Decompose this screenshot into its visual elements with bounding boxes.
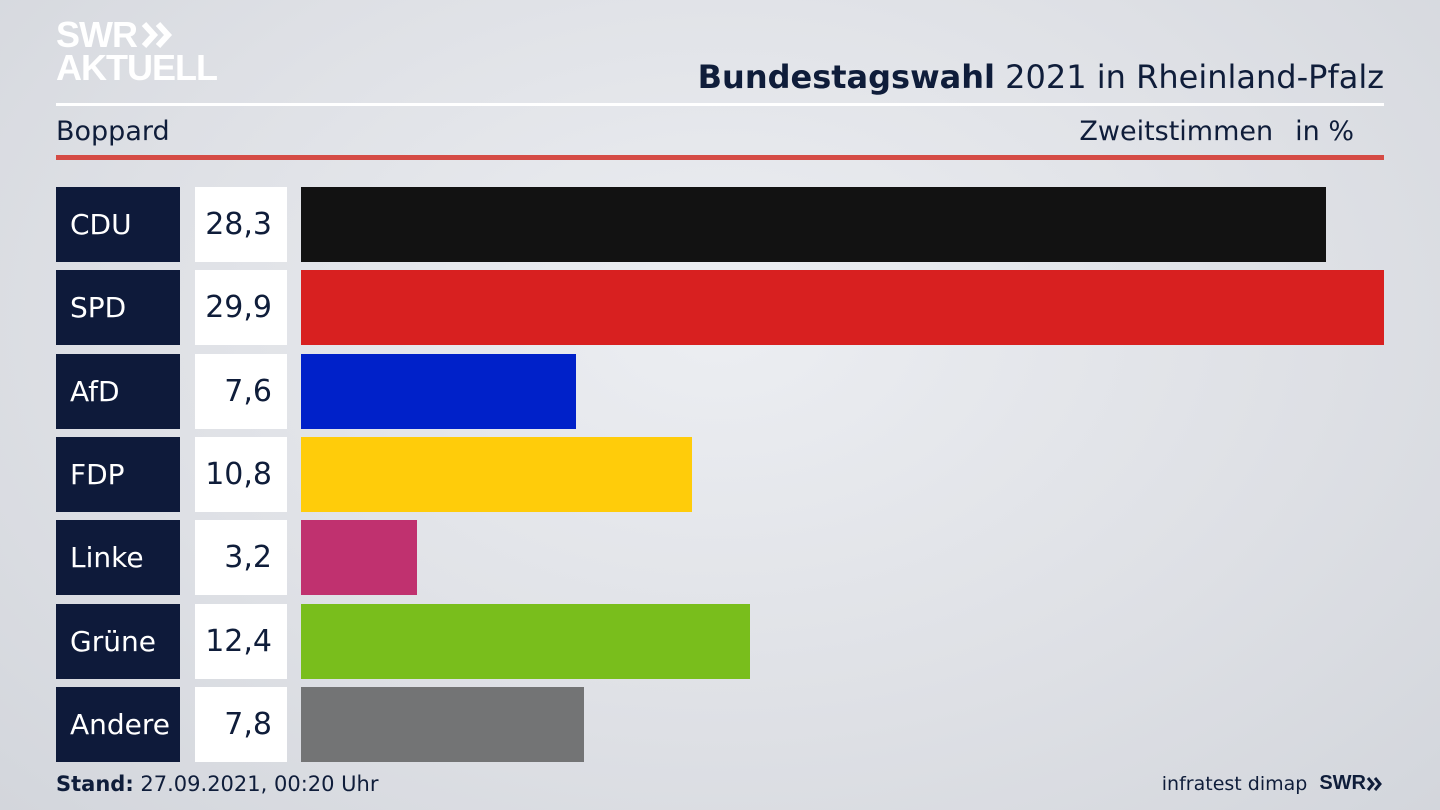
swr-brand: SWR bbox=[1319, 772, 1384, 795]
bar bbox=[301, 520, 417, 596]
chevron-double-icon bbox=[1366, 776, 1382, 791]
bar bbox=[301, 686, 584, 762]
value-label: 28,3 bbox=[195, 187, 287, 262]
page-title: Bundestagswahl 2021 in Rheinland-Pfalz bbox=[698, 58, 1384, 96]
logo-line2: AKTUELL bbox=[56, 47, 218, 89]
value-label: 10,8 bbox=[195, 436, 287, 512]
stand-label: Stand: bbox=[56, 772, 134, 796]
bar-row: SPD 29,9 bbox=[56, 270, 1384, 346]
bar-row: Grüne 12,4 bbox=[56, 603, 1384, 679]
value-label: 7,8 bbox=[195, 686, 287, 762]
bar bbox=[301, 270, 1384, 346]
party-label: Linke bbox=[56, 520, 180, 596]
bar bbox=[301, 436, 692, 512]
bar-row: AfD 7,6 bbox=[56, 353, 1384, 429]
subheader-divider bbox=[56, 155, 1384, 160]
party-label: SPD bbox=[56, 270, 180, 346]
title-rest: 2021 in Rheinland-Pfalz bbox=[995, 58, 1384, 96]
region-label: Boppard bbox=[56, 116, 170, 147]
title-bold: Bundestagswahl bbox=[697, 58, 995, 96]
timestamp: Stand: 27.09.2021, 00:20 Uhr bbox=[56, 772, 379, 796]
party-label: Grüne bbox=[56, 603, 180, 679]
measure-name: Zweitstimmen bbox=[1079, 116, 1274, 147]
party-label: AfD bbox=[56, 353, 180, 429]
swr-aktuell-logo: SWR AKTUELL bbox=[56, 14, 218, 89]
bar bbox=[301, 353, 576, 429]
bar-row: Linke 3,2 bbox=[56, 520, 1384, 596]
bar-row: FDP 10,8 bbox=[56, 436, 1384, 512]
party-label: CDU bbox=[56, 187, 180, 262]
bar bbox=[301, 187, 1326, 262]
bar bbox=[301, 603, 750, 679]
unit-label: in % bbox=[1295, 116, 1354, 147]
header-divider bbox=[56, 103, 1384, 106]
value-label: 29,9 bbox=[195, 270, 287, 346]
value-label: 12,4 bbox=[195, 603, 287, 679]
chevron-double-icon bbox=[141, 21, 173, 48]
value-label: 3,2 bbox=[195, 520, 287, 596]
bar-row: Andere 7,8 bbox=[56, 686, 1384, 762]
party-label: Andere bbox=[56, 686, 180, 762]
brand-label: SWR bbox=[1319, 772, 1366, 794]
source-label: infratest dimap bbox=[1161, 772, 1308, 795]
bar-row: CDU 28,3 bbox=[56, 187, 1384, 262]
party-label: FDP bbox=[56, 436, 180, 512]
measure-label: Zweitstimmen in % bbox=[1079, 116, 1354, 147]
value-label: 7,6 bbox=[195, 353, 287, 429]
source-credit: infratest dimap SWR bbox=[1162, 772, 1384, 795]
stand-value: 27.09.2021, 00:20 Uhr bbox=[133, 772, 379, 796]
logo-line1: SWR bbox=[56, 14, 138, 55]
